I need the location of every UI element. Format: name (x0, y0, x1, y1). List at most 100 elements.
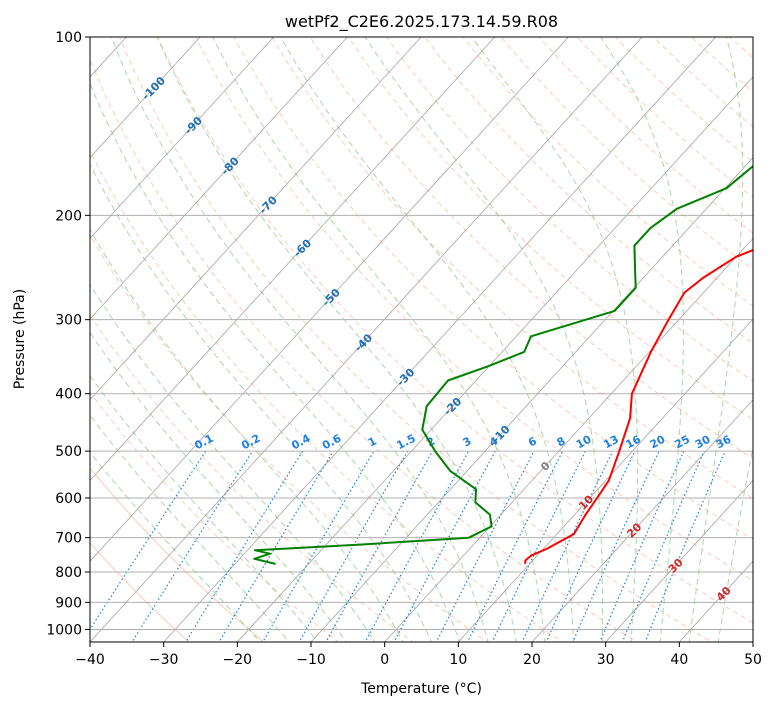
mixing-ratio-line (325, 450, 434, 642)
dry-adiabat (347, 37, 753, 421)
moist-adiabat (90, 331, 347, 642)
moist-adiabat (90, 374, 319, 642)
dry-adiabat (424, 37, 753, 344)
moist-adiabat (90, 82, 461, 642)
moist-adiabat (90, 414, 290, 642)
x-tick-label: −30 (149, 652, 179, 668)
isotherm-line (90, 37, 201, 159)
isotherm-line (605, 479, 753, 642)
y-tick-label: 600 (55, 491, 82, 507)
plot-frame (89, 36, 754, 643)
moist-adiabat (364, 37, 603, 642)
mixing-ratio-label: 0.2 (239, 432, 262, 453)
moist-adiabat (90, 283, 376, 642)
mixing-ratio-label: 16 (623, 433, 643, 452)
y-tick-label: 900 (55, 595, 82, 611)
isotherm-line (90, 37, 275, 239)
isotherm-line (384, 237, 753, 642)
dry-adiabat (756, 26, 775, 654)
dry-adiabat (233, 37, 753, 540)
moist-adiabat (688, 37, 744, 642)
dry-adiabat (729, 37, 753, 59)
dry-adiabat (90, 391, 339, 642)
dry-adiabat (156, 37, 753, 624)
moist-adiabat (600, 37, 684, 642)
mixing-ratio-label: 0.6 (320, 432, 344, 453)
moist-adiabat (212, 37, 546, 642)
isotherm-label: -100 (139, 74, 168, 103)
dry-adiabat (309, 37, 753, 460)
mixing-ratio-label: 20 (648, 433, 668, 452)
mixing-ratio-line (644, 450, 726, 642)
isotherm-line (236, 76, 753, 642)
mixing-ratio-label: 6 (526, 434, 539, 449)
isotherm-line (0, 24, 65, 654)
x-tick-label: 10 (449, 652, 467, 668)
mixing-ratio-line (393, 450, 496, 642)
mixing-ratio-label: 1.5 (394, 432, 417, 453)
moist-adiabat (110, 37, 489, 642)
dry-adiabat (90, 58, 638, 642)
mixing-ratio-label: 36 (714, 433, 734, 452)
temperature-profile-line (524, 249, 753, 564)
mixing-ratio-label: 3 (461, 434, 474, 449)
dry-adiabat (500, 37, 753, 270)
y-tick-label: 300 (55, 313, 82, 329)
mixing-ratio-label: 1 (366, 434, 379, 449)
dry-adiabat (576, 37, 753, 198)
x-tick-label: −40 (75, 652, 105, 668)
x-tick-label: 20 (523, 652, 541, 668)
chart-title: wetPf2_C2E6.2025.173.14.59.R08 (285, 12, 558, 32)
mixing-ratio-label: 0.4 (289, 432, 313, 453)
plot-area: 0.1 0.2 0.4 0.6 1 1.5 2 3 4 6 8 10 13 16 20 25 30 36-100-… (0, 24, 775, 654)
moist-adiabat (717, 443, 753, 642)
y-axis-label: Pressure (hPa) (12, 289, 28, 389)
isotherm-line (531, 399, 753, 642)
dry-adiabat (652, 37, 753, 128)
x-tick-label: 40 (670, 652, 688, 668)
x-tick-label: −20 (223, 652, 253, 668)
axis-ticks: −40 −30 −20 −10 0 10 20 30 40 5010020030040050060… (46, 30, 762, 668)
y-tick-label: 800 (55, 565, 82, 581)
dry-adiabat (614, 37, 753, 163)
moist-adiabat (90, 451, 261, 642)
mixing-ratio-label: 10 (574, 433, 594, 452)
y-tick-label: 400 (55, 387, 82, 403)
isotherm-line (90, 37, 569, 562)
x-tick-label: −10 (296, 652, 326, 668)
isotherm-line (163, 37, 717, 642)
mixing-ratio-label: 13 (601, 433, 621, 452)
x-tick-label: 30 (597, 652, 615, 668)
dry-adiabat (385, 37, 753, 382)
isotherm-line (90, 37, 348, 320)
isotherm-line (310, 157, 753, 642)
dry-adiabat (271, 37, 753, 500)
mixing-ratio-label: 0.1 (192, 432, 215, 453)
isotherm-line (90, 37, 496, 482)
x-tick-label: 0 (380, 652, 389, 668)
y-tick-label: 100 (55, 30, 82, 46)
mixing-ratio-line (90, 450, 207, 631)
y-tick-label: 200 (55, 208, 82, 224)
mixing-ratio-label: 25 (672, 433, 692, 452)
dry-adiabat (90, 313, 414, 642)
moist-adiabat (280, 37, 575, 642)
isotherm-line (457, 318, 753, 642)
moist-adiabat (156, 37, 518, 642)
y-tick-label: 500 (55, 444, 82, 460)
dry-adiabat (90, 467, 265, 642)
dry-adiabat (195, 37, 753, 582)
x-tick-label: 50 (744, 652, 762, 668)
dry-adiabat (90, 542, 190, 642)
dry-adiabat (90, 149, 564, 642)
mixing-ratio-label: 8 (555, 434, 568, 449)
isotherm-line (90, 37, 422, 401)
isotherm-line (90, 37, 643, 642)
dewpoint-profile-line (253, 164, 753, 565)
y-tick-label: 700 (55, 531, 82, 547)
mixing-ratio-label: 30 (693, 433, 713, 452)
moist-adiabat (90, 228, 404, 642)
y-tick-label: 1000 (46, 622, 82, 638)
dry-adiabat (462, 37, 753, 307)
